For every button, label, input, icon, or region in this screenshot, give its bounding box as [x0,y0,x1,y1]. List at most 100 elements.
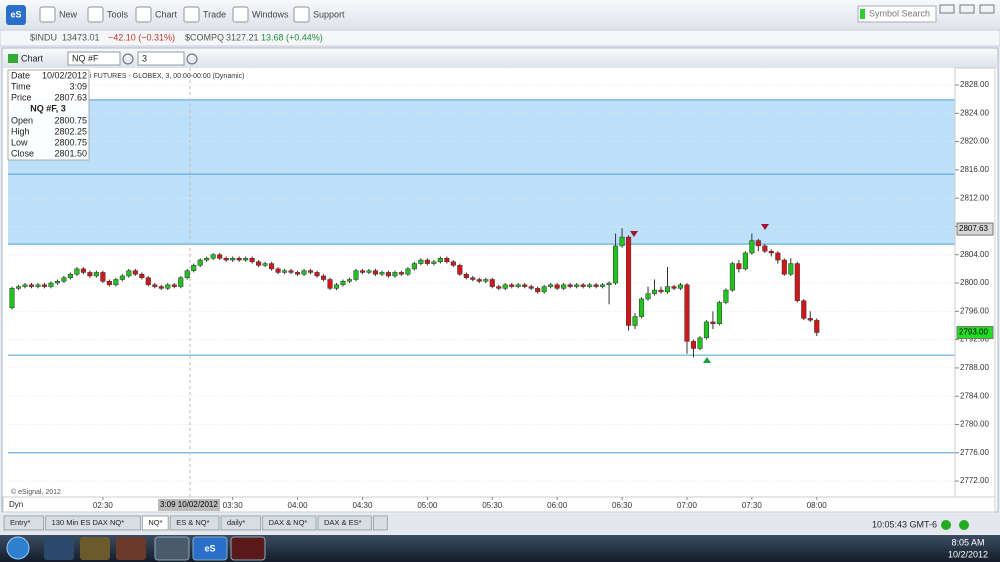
info-box [7,69,90,161]
toolbar-item: New [59,9,78,19]
candle-body [379,272,385,275]
candle-body [515,284,521,287]
start-button[interactable] [6,536,30,560]
tab[interactable] [169,515,220,531]
tab[interactable] [262,515,317,531]
ticker-change: 13.68 (+0.44%) [261,32,323,42]
tab[interactable] [141,515,169,531]
candle-body [814,319,820,333]
candle-body [651,289,658,294]
candle-body [223,258,229,261]
toolbar-icon[interactable] [87,6,104,23]
minimize[interactable] [939,4,955,14]
app-logo[interactable] [6,5,26,25]
candle-body [801,300,807,319]
candle-body [470,277,476,280]
candle-body [574,284,580,287]
symbol-search[interactable] [857,5,937,23]
candle-body [48,282,54,287]
candle-body [677,284,684,289]
x-tick-label: 05:00 [417,501,438,510]
tab-label: 130 Min ES DAX NQ* [52,518,125,527]
candle-body [74,268,80,275]
candle-body [236,258,242,261]
candle-body [632,316,638,326]
candle-body [178,277,184,287]
candle-body [580,284,586,287]
taskbar-app[interactable] [230,536,266,561]
tab-label: daily* [227,518,245,527]
candle-body [327,279,333,289]
candle-body [9,288,15,309]
candle-body [230,258,236,261]
candle-body [522,284,528,287]
candle-body [295,272,301,275]
tab[interactable] [220,515,262,531]
toolbar-icon[interactable] [183,6,200,23]
close[interactable] [979,4,995,14]
candle-body [671,286,677,289]
info-value: 2801.50 [54,148,87,158]
candle-body [613,245,619,284]
candle-body [593,284,599,287]
info-label: Date [11,70,30,80]
candle-body [690,341,697,349]
toolbar-icon[interactable] [135,6,152,23]
candle-body [165,284,171,289]
x-tick-label: 02:30 [93,501,114,510]
candle-body [41,284,48,287]
toolbar-icon[interactable] [39,6,56,23]
y-tick-label: 2796.00 [960,306,989,315]
status-time: 10:05:43 GMT-6 [872,519,937,529]
candle-body [67,273,73,278]
candle-body [314,272,320,277]
toolbar-icon[interactable] [293,6,310,23]
toolbar-icon[interactable] [232,6,249,23]
price-marker [956,222,994,236]
info-value: 3:09 [69,81,87,91]
taskbar-ie[interactable] [44,537,74,560]
tab[interactable] [317,515,372,531]
tab[interactable] [3,515,45,531]
candle-body [405,268,411,275]
candle-body [217,254,223,259]
info-label: Time [11,81,31,91]
tool-icon[interactable] [186,53,198,65]
info-label: Close [11,148,34,158]
candle-body [762,245,768,252]
candle-body [158,286,164,289]
y-tick-label: 2812.00 [960,193,989,202]
sell-signal [761,224,769,230]
interval-input[interactable] [137,51,185,66]
candle-body [645,293,651,300]
tab[interactable] [45,515,141,531]
maximize[interactable] [959,4,975,14]
candle-body [768,250,774,254]
y-tick-label: 2800.00 [960,278,989,287]
candle-body [320,275,327,280]
interval-icon[interactable] [122,53,134,65]
candle-body [366,270,372,273]
info-label: Price [11,92,32,102]
info-label: Low [11,137,28,147]
taskbar-esignal[interactable] [192,536,228,561]
interval-input-text: 3 [142,53,147,63]
toolbar [0,0,1000,30]
candle-body [113,279,119,286]
x-tick-label: 07:30 [742,501,763,510]
taskbar-media[interactable] [116,537,146,560]
taskbar-app[interactable] [154,536,190,561]
plot-area: i FUTURES - GLOBEX, 3, 00:00-00:00 (Dyna… [7,68,955,497]
candle-body [736,263,742,270]
add-tab[interactable] [372,515,388,531]
y-tick-label: 2788.00 [960,363,989,372]
taskbar-explorer[interactable] [80,537,110,560]
tab-label: ES & NQ* [176,518,209,527]
symbol-input[interactable] [67,51,121,66]
candle-body [275,268,281,273]
x-tick-label: 05:30 [482,501,503,510]
candle-body [775,252,781,261]
candle-body [502,284,508,289]
mode-label: Dyn [9,500,23,509]
